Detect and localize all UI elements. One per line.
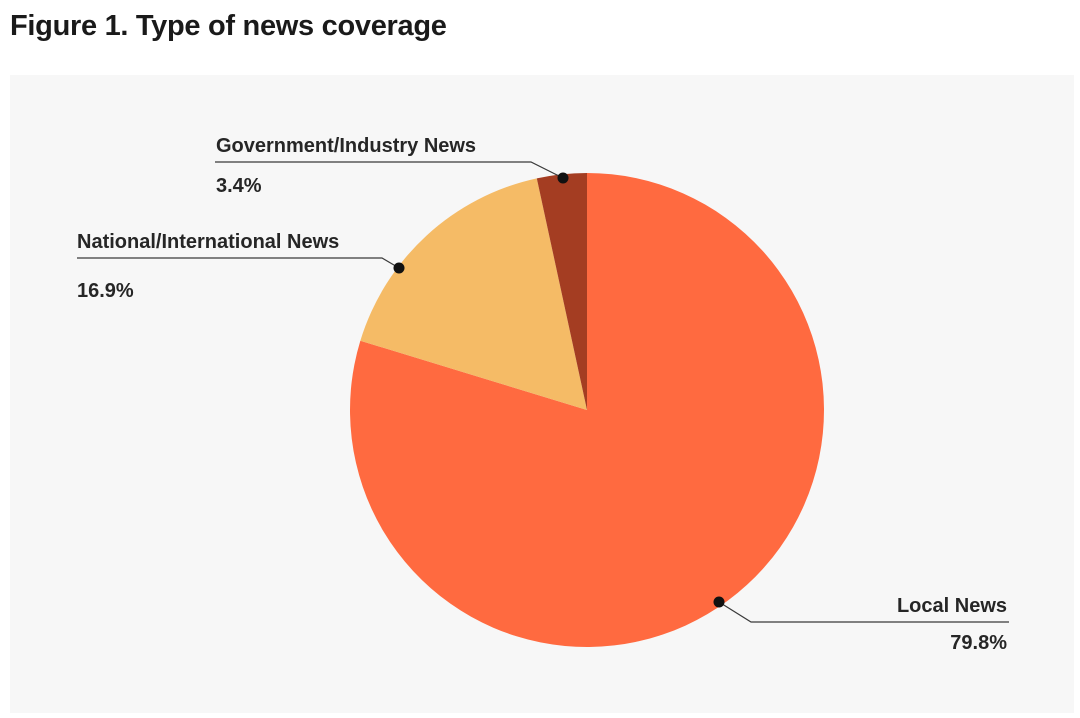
pie-chart: Local News 79.8% National/International Ne… — [77, 135, 1009, 654]
callout-leader-line — [77, 257, 400, 269]
pie-slice-local-news — [350, 173, 824, 648]
callout-leader-line — [718, 601, 1009, 623]
callout-dot — [393, 262, 405, 274]
figure-title: Figure 1. Type of news coverage — [10, 10, 447, 42]
slice-label: Local News — [897, 595, 1007, 617]
callout-leader-line — [215, 161, 564, 179]
pie-slice-national-international-news — [360, 178, 587, 410]
slice-value-label: 16.9% — [77, 280, 134, 302]
slice-value-label: 79.8% — [950, 632, 1007, 654]
slice-label: Government/Industry News — [216, 135, 476, 157]
callout-dot — [557, 172, 569, 184]
pie-callouts: Local News 79.8% National/International Ne… — [77, 135, 1009, 654]
pie-slices — [350, 173, 824, 648]
slice-label: National/International News — [77, 231, 339, 253]
slice-value-label: 3.4% — [216, 175, 262, 197]
pie-slice-government-industry-news — [536, 173, 587, 410]
pie-chart-panel: Local News 79.8% National/International Ne… — [10, 75, 1074, 713]
callout-dot — [713, 596, 725, 608]
